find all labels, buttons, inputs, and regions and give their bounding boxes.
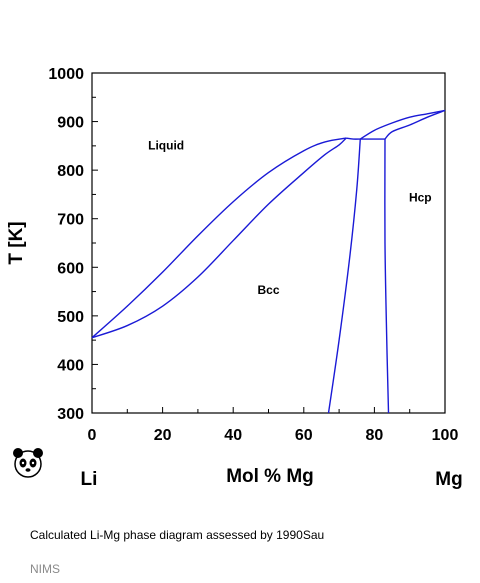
caption: Calculated Li-Mg phase diagram assessed …	[30, 528, 325, 542]
x-tick-label: 0	[88, 427, 97, 444]
phase-label: Hcp	[409, 191, 432, 205]
y-tick-label: 700	[57, 212, 84, 229]
phase-boundary-line	[346, 137, 361, 140]
phase-curves	[91, 109, 446, 414]
y-tick-label: 600	[57, 260, 84, 277]
x-end-label-left: Li	[81, 469, 98, 490]
y-tick-label: 800	[57, 163, 84, 180]
tick-labels: 0 20 40 60 80 100 300 400 500 600 700 800 900 1000 Liq…	[48, 66, 458, 444]
y-tick-label: 400	[57, 357, 84, 374]
y-axis-title: T [K]	[6, 221, 27, 264]
panda-icon	[13, 448, 43, 478]
x-tick-label: 80	[366, 427, 384, 444]
axis-ticks	[91, 72, 446, 414]
phase-boundary-line	[91, 137, 347, 339]
y-tick-label: 900	[57, 115, 84, 132]
x-end-label-right: Mg	[435, 469, 462, 490]
phase-boundary-line	[327, 139, 361, 414]
phase-boundary-line	[91, 137, 347, 339]
phase-label: Bcc	[257, 283, 279, 297]
plot-frame	[91, 72, 446, 414]
plot-border	[91, 72, 446, 414]
x-tick-label: 60	[295, 427, 313, 444]
phase-boundary-line	[384, 109, 446, 140]
footer: NIMS	[30, 562, 60, 576]
phase-boundary-line	[359, 109, 446, 140]
y-tick-label: 300	[57, 406, 84, 423]
x-tick-label: 100	[432, 427, 459, 444]
phase-label: Liquid	[148, 139, 184, 153]
x-tick-label: 20	[154, 427, 172, 444]
x-tick-label: 40	[224, 427, 242, 444]
phase-boundary-line	[384, 139, 390, 414]
x-axis-title: Mol % Mg	[226, 466, 314, 487]
y-tick-label: 1000	[48, 66, 84, 83]
y-tick-label: 500	[57, 309, 84, 326]
